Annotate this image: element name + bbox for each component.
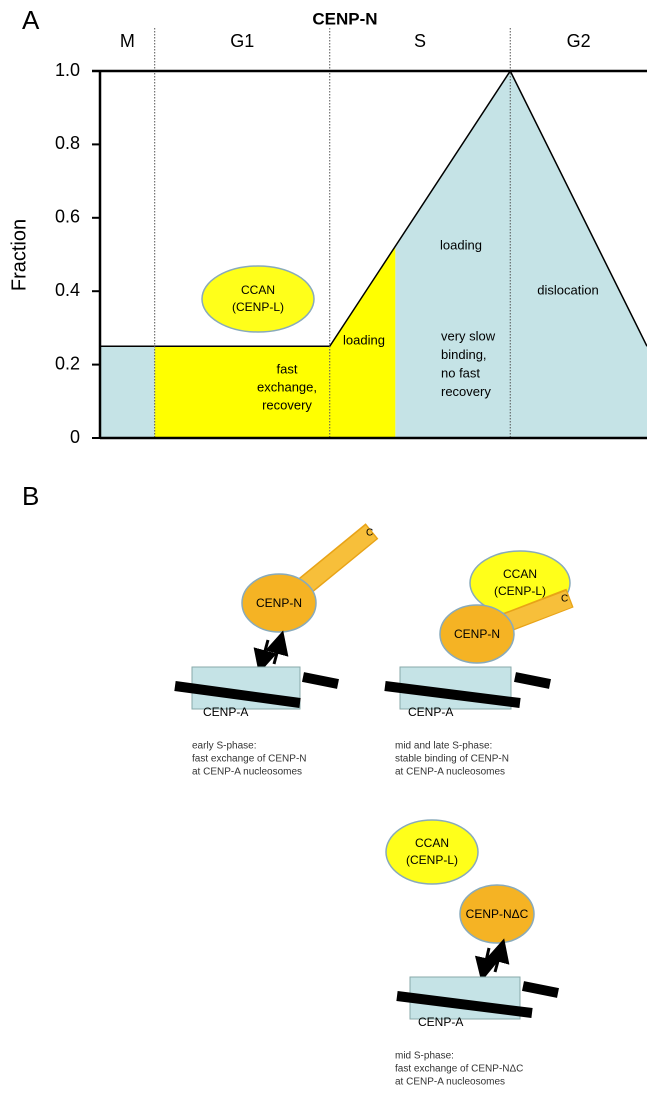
- annotation: very slow: [441, 328, 496, 343]
- phase-label: G1: [230, 31, 254, 51]
- panel-label: B: [22, 481, 39, 511]
- y-tick-label: 0.4: [55, 280, 80, 300]
- caption: at CENP-A nucleosomes: [395, 767, 505, 778]
- arrow: [484, 948, 489, 970]
- caption: mid S-phase:: [395, 1051, 454, 1062]
- cenp-n-label: CENP-N: [256, 596, 302, 610]
- caption: fast exchange of CENP-N: [192, 754, 307, 765]
- annotation: recovery: [441, 384, 491, 399]
- y-tick-label: 0.8: [55, 133, 80, 153]
- chart-title: CENP-N: [312, 9, 377, 28]
- annotation: binding,: [441, 347, 487, 362]
- panel-label: A: [22, 5, 40, 35]
- ccan: [386, 820, 478, 884]
- caption: mid and late S-phase:: [395, 741, 492, 752]
- phase-label: S: [414, 31, 426, 51]
- annotation: exchange,: [257, 379, 317, 394]
- cenp-n-label: CENP-N: [454, 627, 500, 641]
- y-tick-label: 0.2: [55, 353, 80, 373]
- arrow: [262, 640, 268, 662]
- ccan-label: CCAN: [503, 567, 537, 581]
- ccan-label: (CENP-L): [494, 584, 546, 598]
- arrow: [495, 950, 501, 972]
- annotation: loading: [343, 332, 385, 347]
- area: [100, 346, 155, 438]
- y-tick-label: 0: [70, 427, 80, 447]
- caption: stable binding of CENP-N: [395, 754, 509, 765]
- ccan-label: CCAN: [241, 283, 275, 297]
- caption: fast exchange of CENP-NΔC: [395, 1064, 523, 1075]
- ccan-label: (CENP-L): [232, 300, 284, 314]
- y-axis-label: Fraction: [8, 219, 30, 291]
- cenp-a-label: CENP-A: [408, 705, 453, 719]
- tail: [300, 532, 371, 590]
- diagram-deltac: CCAN (CENP-L) CENP-NΔC CENP-A mid S-phas…: [386, 820, 558, 1088]
- annotation: fast: [277, 361, 298, 376]
- cenp-n-label: CENP-NΔC: [466, 907, 529, 921]
- annotation: no fast: [441, 365, 480, 380]
- dna: [303, 677, 338, 684]
- area: [395, 71, 647, 438]
- y-tick-label: 0.6: [55, 207, 80, 227]
- annotation: dislocation: [537, 282, 598, 297]
- caption: at CENP-A nucleosomes: [395, 1077, 505, 1088]
- dna: [523, 986, 558, 993]
- cenp-a-label: CENP-A: [418, 1015, 463, 1029]
- y-tick-label: 1.0: [55, 60, 80, 80]
- caption: at CENP-A nucleosomes: [192, 767, 302, 778]
- tail-label: C: [366, 528, 373, 539]
- plot: M G1 S G2 0 0.2 0.4 0.6 0.8 1.0 fast exchange, recov…: [55, 28, 647, 447]
- annotation: recovery: [262, 397, 312, 412]
- cenp-a-label: CENP-A: [203, 705, 248, 719]
- tail-label: C: [561, 594, 568, 605]
- dna: [515, 677, 550, 684]
- diagram-late: CCAN (CENP-L) C CENP-N CENP-A mid and la…: [385, 551, 570, 778]
- figure: A B CENP-N Fraction M G1 S G2 0 0.2 0.4 0.6 0.8 1…: [0, 0, 647, 1093]
- phase-label: M: [120, 31, 135, 51]
- ccan-label: CCAN: [415, 836, 449, 850]
- ccan: [202, 266, 314, 332]
- phase-label: G2: [567, 31, 591, 51]
- arrow: [274, 642, 280, 664]
- annotation: loading: [440, 237, 482, 252]
- ccan-label: (CENP-L): [406, 853, 458, 867]
- caption: early S-phase:: [192, 741, 256, 752]
